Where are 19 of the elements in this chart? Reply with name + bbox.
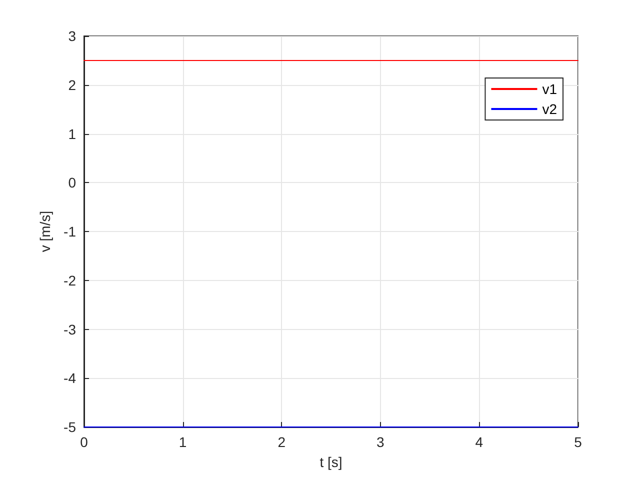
x-tick-label: 1 <box>178 434 187 450</box>
y-tick-label: -4 <box>64 370 76 386</box>
y-tick-label: 3 <box>68 28 76 44</box>
y-tick-label: -2 <box>64 272 76 288</box>
y-axis-title: v [m/s] <box>37 210 53 252</box>
y-tick-label: 2 <box>68 76 76 93</box>
legend-label: v2 <box>542 101 558 117</box>
y-tick-label: -1 <box>64 224 76 240</box>
x-tick-label: 5 <box>574 434 582 450</box>
x-tick-label: 0 <box>80 434 88 450</box>
y-tick-label: 0 <box>68 174 76 191</box>
x-tick-label: 4 <box>475 434 484 450</box>
y-tick-label: -3 <box>64 321 76 338</box>
x-axis-title: t [s] <box>320 454 342 470</box>
x-tick-label: 3 <box>376 434 384 450</box>
y-tick-label: 1 <box>68 126 76 142</box>
x-tick-label: 2 <box>278 434 286 450</box>
y-tick-label: -5 <box>64 419 76 435</box>
legend-label: v1 <box>542 81 558 97</box>
